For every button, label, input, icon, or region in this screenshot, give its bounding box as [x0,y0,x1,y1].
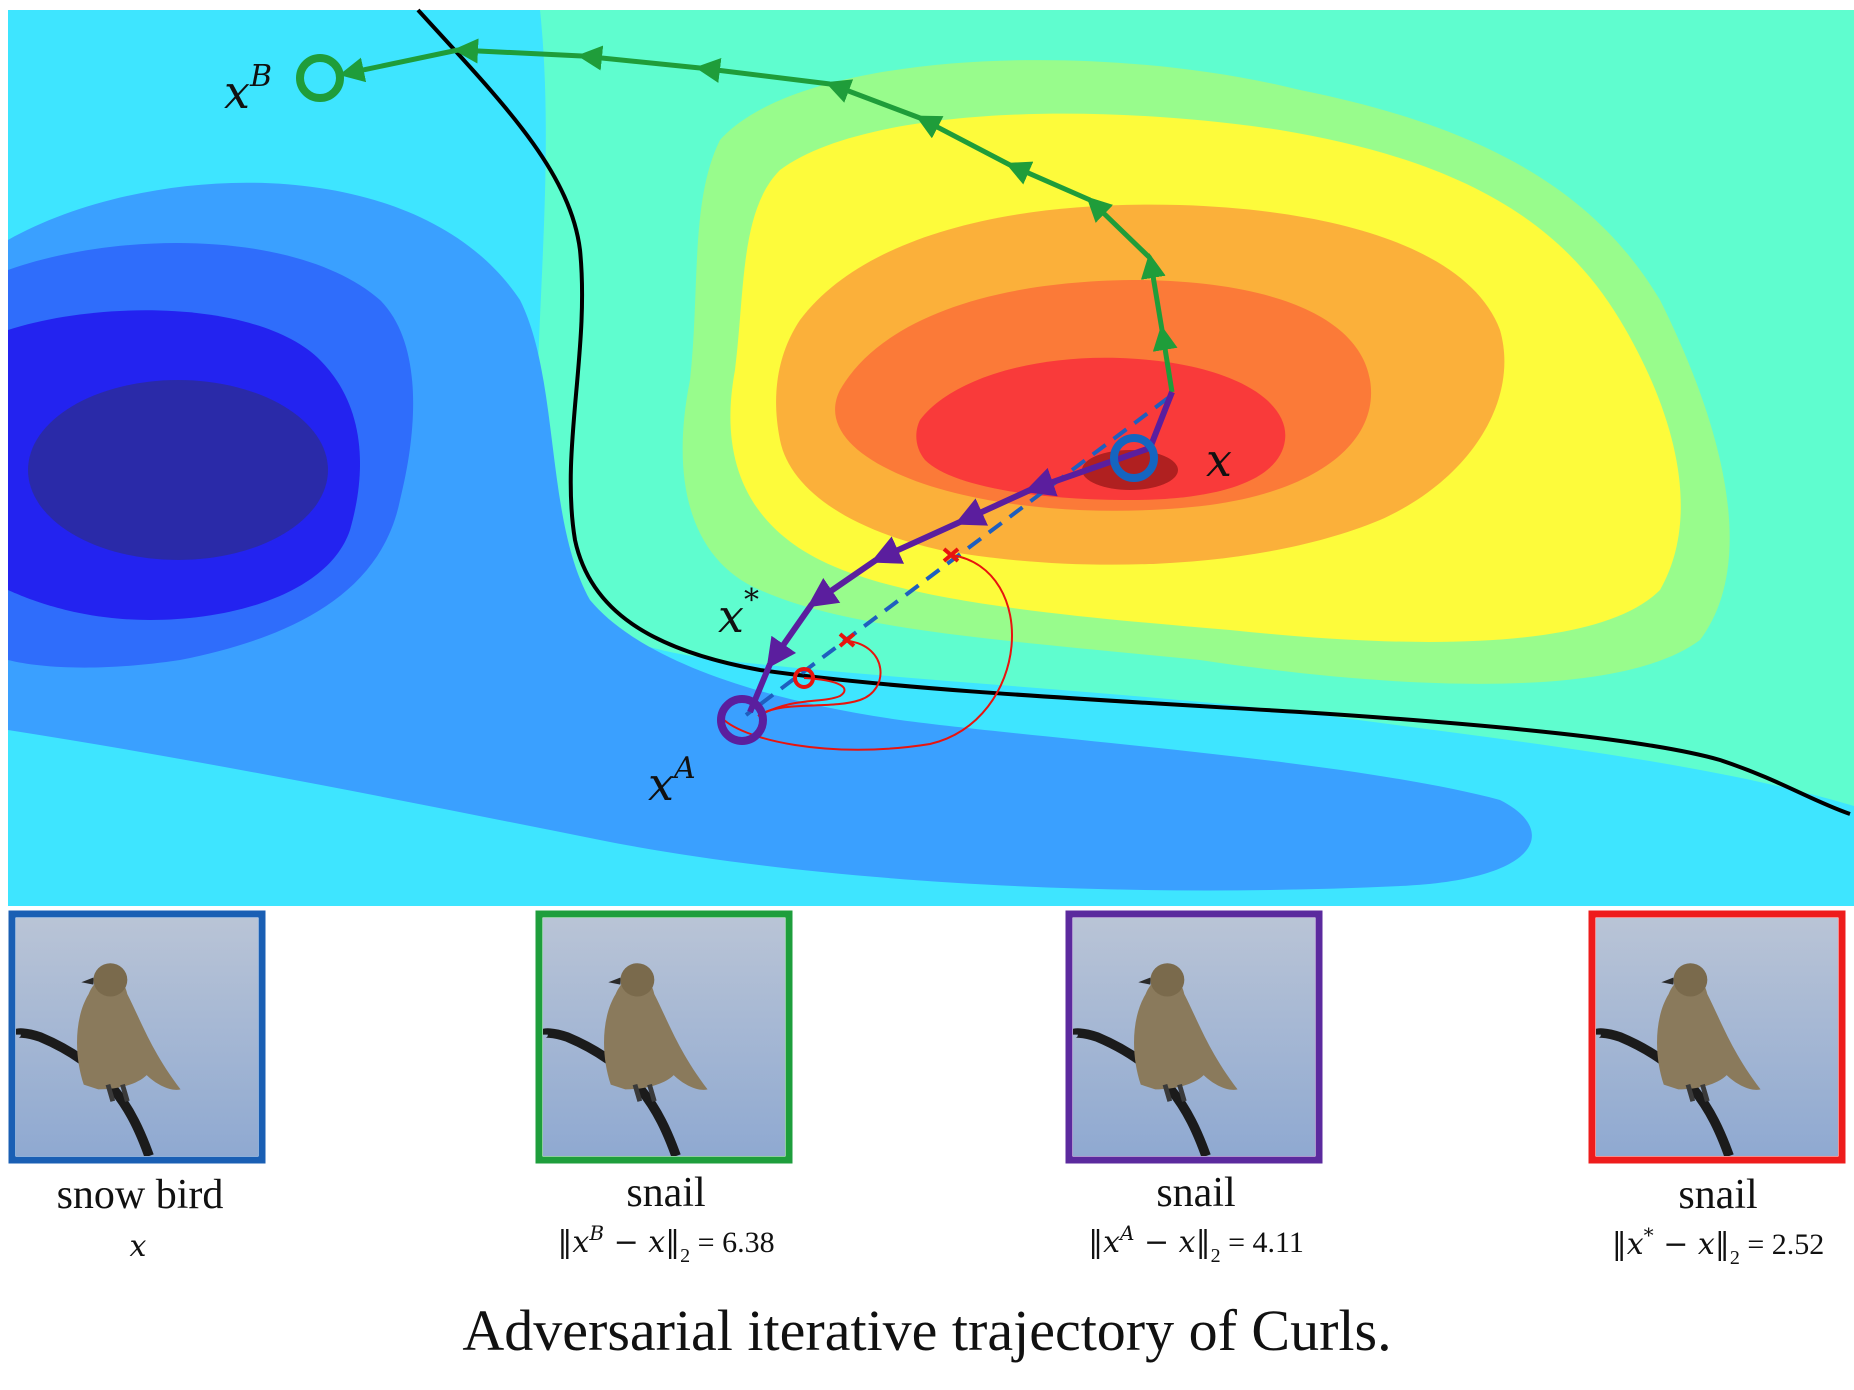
panel-metric: ‖xA − x‖2 = 4.11 [1088,1221,1304,1267]
decision-boundary [416,8,1851,816]
curl-arc-inner [757,677,846,717]
point-x-marker [1110,434,1158,482]
panel-xB: snail ‖xB − x‖2 = 6.38 [535,910,793,1267]
cross-marker-2 [838,632,856,648]
panel-border [1588,910,1846,1164]
panel-metric: ‖x* − x‖2 = 2.52 [1612,1223,1824,1269]
xstar-marker [793,667,815,689]
panel-class-label: snail [626,1170,705,1216]
x-markers [838,547,960,648]
path-to-xA [747,390,1175,714]
path-to-xB [339,38,1178,393]
figure-caption: Adversarial iterative trajectory of Curl… [462,1298,1391,1363]
panel-class-label: snow bird [57,1172,224,1218]
label-xA: xA [648,751,696,811]
curl-arcs [719,554,1013,751]
curl-arc-mid [757,640,882,717]
panel-class-label: snail [1678,1172,1757,1218]
bird-image [1073,918,1315,1156]
panel-border [8,910,266,1164]
point-xA-marker [717,695,767,745]
panel-border [535,910,793,1164]
panel-border [1065,910,1323,1164]
curl-arc-outer [719,554,1013,751]
bird-image [16,918,258,1156]
contour-level-6 [916,357,1286,500]
panel-class-label: snail [1156,1170,1235,1216]
panel-metric: x [130,1229,147,1264]
contour-map [8,10,1854,906]
bird-image [543,918,785,1156]
label-x: x [1206,433,1232,487]
panel-metric: ‖xB − x‖2 = 6.38 [557,1221,774,1267]
point-xB-marker [296,54,344,102]
label-xB: xB [224,59,272,119]
cross-marker-1 [942,547,960,563]
panel-xA: snail ‖xA − x‖2 = 4.11 [1065,910,1323,1267]
label-xstar: x* [718,583,759,643]
panel-xstar: snail ‖x* − x‖2 = 2.52 [1588,910,1846,1269]
contour-level-low-4 [28,380,328,560]
panel-original: snow bird x [8,910,266,1264]
bird-image [1596,918,1838,1156]
